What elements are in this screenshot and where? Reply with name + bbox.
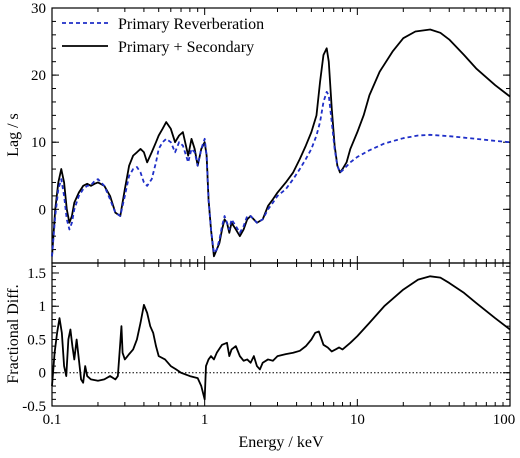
y-tick-label: 0.5 (27, 332, 46, 348)
legend: Primary Reverberation Primary + Secondar… (62, 16, 264, 56)
x-tick-label: 100 (493, 412, 516, 428)
bottom-ticks: -0.5 0 0.5 1 1.5 0.1 1 10 100 (22, 263, 515, 428)
y-tick-label: 1 (39, 299, 47, 315)
y-tick-label: 1.5 (27, 266, 46, 282)
series-line-fractional-diff-0 (51, 275, 511, 401)
top-panel: 0 10 20 30 Lag / s Primary Reverberation Pr… (5, 1, 511, 264)
top-series-lines (51, 28, 511, 258)
x-axis-title: Energy / keV (238, 434, 323, 451)
y-tick-label: 0 (39, 202, 47, 218)
top-y-axis-title: Lag / s (5, 113, 22, 157)
bottom-series-lines (51, 275, 511, 401)
bottom-y-axis-title: Fractional Diff. (5, 284, 22, 383)
x-tick-label: 0.1 (43, 412, 62, 428)
legend-label-primary-secondary: Primary + Secondary (118, 39, 254, 56)
series-line-primary-secondary (51, 28, 511, 258)
y-tick-label: 0 (39, 366, 47, 382)
x-tick-label: 10 (350, 412, 365, 428)
y-tick-label: 20 (31, 68, 46, 84)
x-tick-label: 1 (201, 412, 209, 428)
series-line-primary-reverberation (51, 90, 511, 257)
top-ticks: 0 10 20 30 (31, 1, 511, 264)
bottom-panel: -0.5 0 0.5 1 1.5 0.1 1 10 100 Fractional Diff. E… (5, 262, 515, 451)
y-tick-label: -0.5 (22, 399, 46, 415)
y-tick-label: 30 (31, 1, 46, 17)
legend-label-primary-reverberation: Primary Reverberation (118, 16, 264, 33)
bottom-plot-frame (51, 262, 511, 407)
y-tick-label: 10 (31, 135, 46, 151)
